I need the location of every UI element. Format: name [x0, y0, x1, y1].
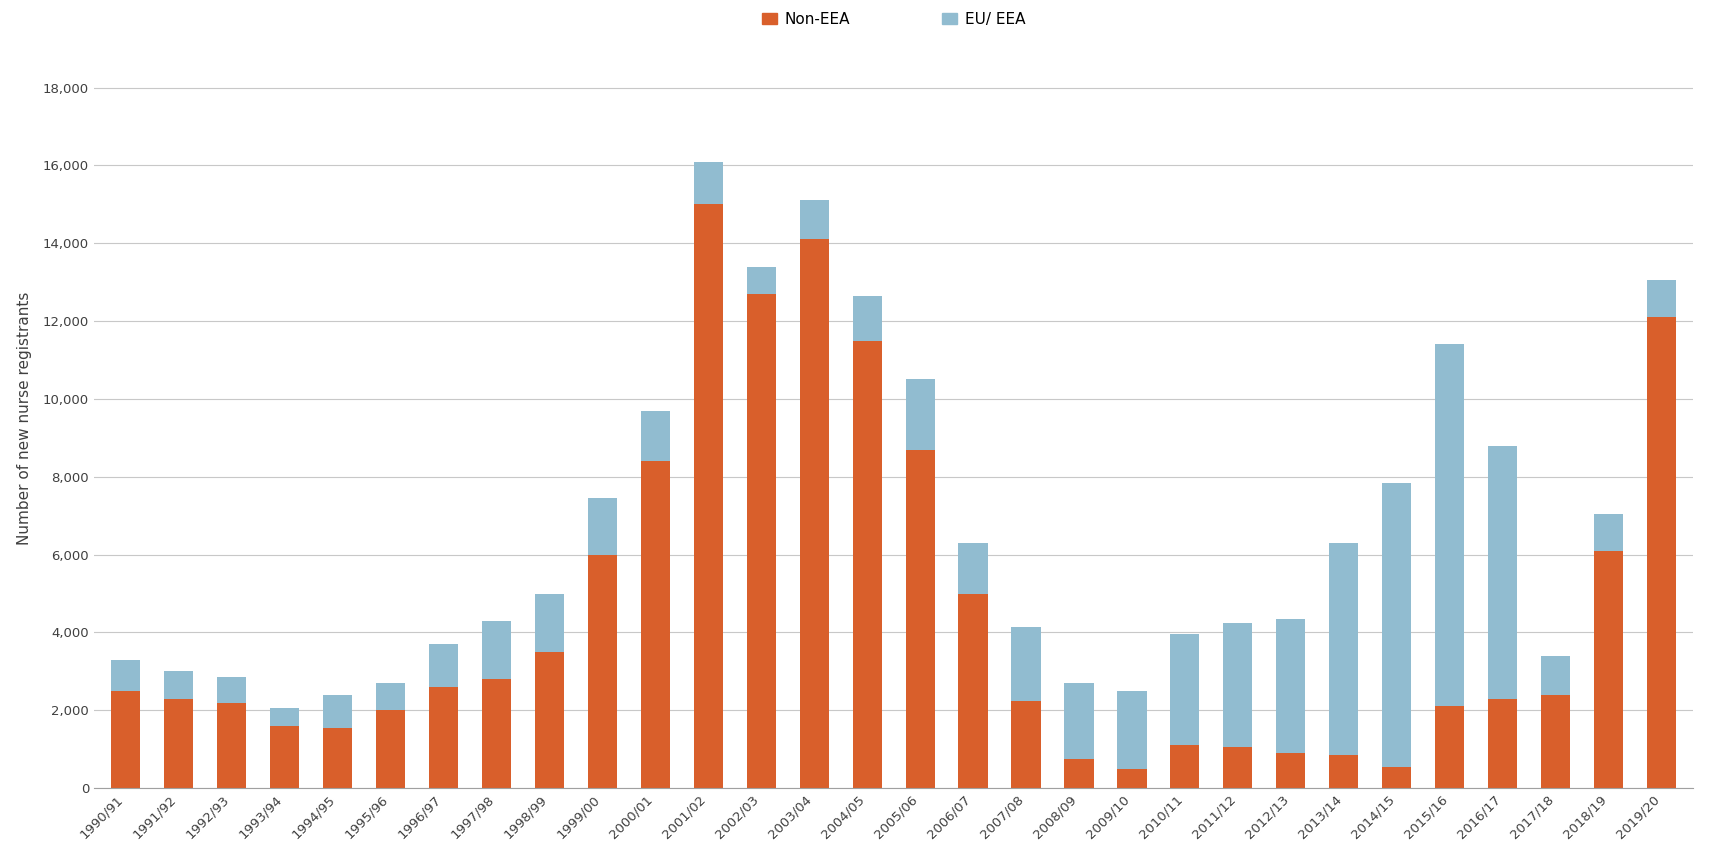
Bar — [1329, 755, 1358, 789]
Bar — [588, 498, 617, 554]
Bar — [1170, 634, 1199, 746]
Bar — [1223, 623, 1252, 747]
Bar — [1064, 759, 1093, 789]
Bar — [1594, 551, 1623, 789]
Bar — [1647, 317, 1676, 789]
Bar — [1117, 691, 1146, 769]
Bar — [1435, 344, 1464, 706]
Bar — [1170, 746, 1199, 789]
Bar — [1276, 753, 1305, 789]
Bar — [1329, 543, 1358, 755]
Bar — [641, 462, 670, 789]
Bar — [217, 677, 246, 703]
Bar — [959, 543, 988, 594]
Bar — [1064, 683, 1093, 759]
Bar — [1594, 514, 1623, 551]
Bar — [1647, 281, 1676, 317]
Bar — [270, 709, 299, 726]
Bar — [906, 450, 935, 789]
Bar — [535, 594, 564, 652]
Bar — [535, 652, 564, 789]
Bar — [164, 698, 193, 789]
Bar — [1276, 619, 1305, 753]
Bar — [1011, 700, 1041, 789]
Bar — [482, 621, 511, 680]
Legend: Non-EEA, EU/ EEA: Non-EEA, EU/ EEA — [763, 12, 1026, 27]
Y-axis label: Number of new nurse registrants: Number of new nurse registrants — [17, 292, 32, 545]
Bar — [959, 594, 988, 789]
Bar — [1541, 656, 1570, 695]
Bar — [641, 411, 670, 462]
Bar — [323, 695, 352, 728]
Bar — [906, 379, 935, 450]
Bar — [1488, 445, 1517, 698]
Bar — [111, 660, 140, 691]
Bar — [747, 293, 776, 789]
Bar — [694, 204, 723, 789]
Bar — [853, 341, 882, 789]
Bar — [800, 201, 829, 239]
Bar — [800, 239, 829, 789]
Bar — [1382, 482, 1411, 767]
Bar — [1117, 769, 1146, 789]
Bar — [111, 691, 140, 789]
Bar — [376, 683, 405, 710]
Bar — [1488, 698, 1517, 789]
Bar — [588, 554, 617, 789]
Bar — [1011, 626, 1041, 700]
Bar — [1541, 695, 1570, 789]
Bar — [1223, 747, 1252, 789]
Bar — [164, 671, 193, 698]
Bar — [270, 726, 299, 789]
Bar — [323, 728, 352, 789]
Bar — [1382, 767, 1411, 789]
Bar — [482, 680, 511, 789]
Bar — [429, 687, 458, 789]
Bar — [376, 710, 405, 789]
Bar — [853, 296, 882, 341]
Bar — [694, 161, 723, 204]
Bar — [429, 644, 458, 687]
Bar — [1435, 706, 1464, 789]
Bar — [747, 267, 776, 293]
Bar — [217, 703, 246, 789]
